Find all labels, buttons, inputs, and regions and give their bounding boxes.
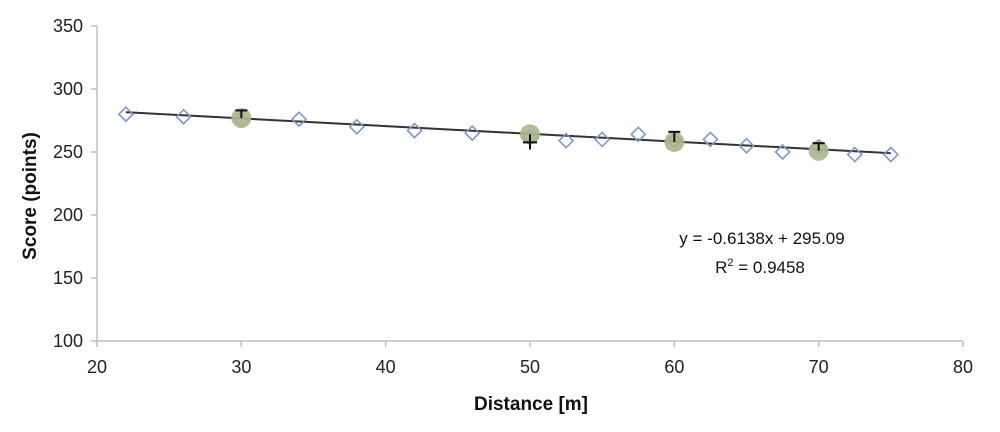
y-tick-label: 200 bbox=[53, 205, 83, 225]
x-tick-label: 60 bbox=[664, 357, 684, 377]
x-tick-label: 80 bbox=[953, 357, 973, 377]
y-axis-title: Score (points) bbox=[20, 132, 41, 260]
x-axis-title: Distance [m] bbox=[474, 394, 588, 415]
x-tick-label: 50 bbox=[520, 357, 540, 377]
x-tick-label: 20 bbox=[87, 357, 107, 377]
data-point bbox=[630, 126, 647, 143]
data-point bbox=[702, 131, 719, 148]
data-point bbox=[557, 132, 575, 149]
x-tick-label: 40 bbox=[376, 357, 396, 377]
r2-value: = 0.9458 bbox=[734, 258, 805, 277]
y-tick-label: 350 bbox=[53, 16, 83, 36]
y-tick-label: 300 bbox=[53, 79, 83, 99]
data-point bbox=[738, 137, 755, 154]
data-point bbox=[594, 131, 611, 148]
x-tick-label: 70 bbox=[809, 357, 829, 377]
r2-superscript: 2 bbox=[727, 257, 733, 269]
trendline-r-squared: R2 = 0.9458 bbox=[715, 257, 805, 277]
data-point bbox=[406, 122, 423, 139]
data-point bbox=[464, 124, 481, 142]
means-group bbox=[231, 107, 829, 161]
points-group bbox=[117, 106, 899, 163]
data-point bbox=[774, 143, 791, 161]
y-ticks: 100 150 200 250 300 350 bbox=[53, 16, 97, 351]
x-ticks: 20 30 40 50 60 70 80 bbox=[87, 341, 973, 377]
data-point bbox=[175, 108, 192, 125]
trendline-group bbox=[125, 111, 891, 155]
trendline bbox=[125, 111, 891, 155]
y-tick-label: 150 bbox=[53, 268, 83, 288]
y-tick-label: 100 bbox=[53, 331, 83, 351]
data-point bbox=[290, 111, 308, 128]
data-point bbox=[117, 106, 134, 123]
data-point bbox=[846, 146, 863, 163]
data-point bbox=[882, 146, 899, 163]
x-tick-label: 30 bbox=[231, 357, 251, 377]
r2-prefix: R bbox=[715, 258, 727, 277]
y-tick-label: 250 bbox=[53, 142, 83, 162]
axes bbox=[96, 26, 963, 342]
data-point bbox=[348, 118, 365, 135]
trendline-equation: y = -0.6138x + 295.09 bbox=[679, 229, 844, 248]
